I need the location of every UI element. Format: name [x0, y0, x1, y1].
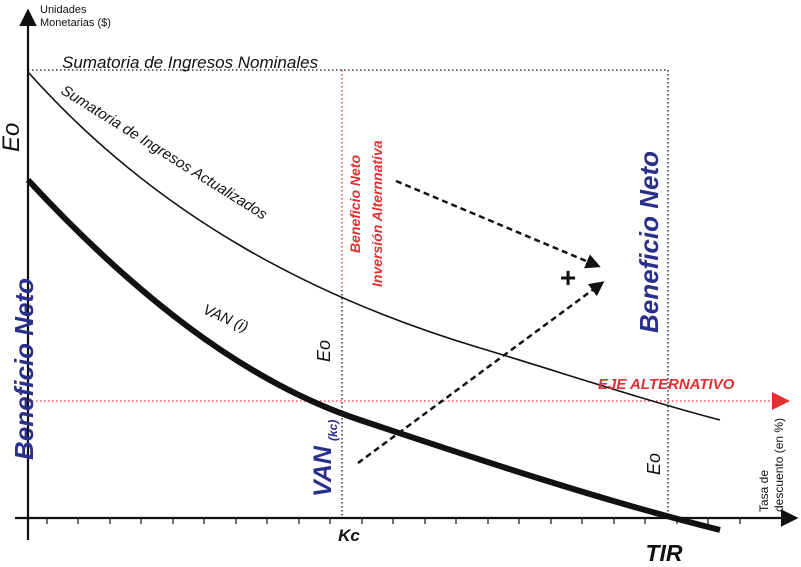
- kc-label: Kc: [338, 526, 360, 545]
- eje-alternativo-label: EJE ALTERNATIVO: [598, 376, 735, 393]
- beneficio-alternativo-line1: Beneficio Neto: [347, 155, 363, 253]
- x-axis-title: Tasa de descuento (en %): [757, 418, 786, 512]
- eo-label-tir: Eo: [644, 453, 664, 475]
- beneficio-neto-right: Beneficio Neto: [634, 151, 664, 333]
- tir-label: TIR: [645, 540, 682, 566]
- y-axis-title-line1: Unidades: [40, 4, 87, 16]
- beneficio-alternativo-line2: Inversión Alternnativa: [369, 140, 385, 287]
- nominal-income-label: Sumatoria de Ingresos Nominales: [62, 53, 319, 72]
- x-axis-title-line1: Tasa de: [757, 470, 771, 512]
- van-curve-label: VAN (i): [200, 301, 250, 336]
- dashed-arrow-lower: [357, 281, 605, 465]
- y-axis-title-line2: Monetarias ($): [40, 17, 111, 29]
- eo-label-kc: Eo: [314, 340, 334, 362]
- x-axis-title-line2: descuento (en %): [772, 418, 786, 512]
- actualized-income-curve: [27, 71, 721, 421]
- van-kc-label: VAN (kc): [309, 420, 340, 497]
- van-kc-main: VAN: [309, 445, 337, 497]
- beneficio-neto-left: Beneficio Neto: [9, 278, 39, 460]
- van-curve: [25, 177, 721, 533]
- van-kc-sub: (kc): [326, 420, 340, 441]
- actualized-income-label: Sumatoria de Ingresos Actualizados: [58, 82, 271, 224]
- dashed-arrow-upper: [395, 179, 601, 269]
- plus-sign: +: [560, 262, 576, 293]
- eo-label-left: Eo: [0, 123, 25, 152]
- x-axis-ticks: [46, 518, 741, 524]
- alternative-axis-arrow: [772, 392, 790, 410]
